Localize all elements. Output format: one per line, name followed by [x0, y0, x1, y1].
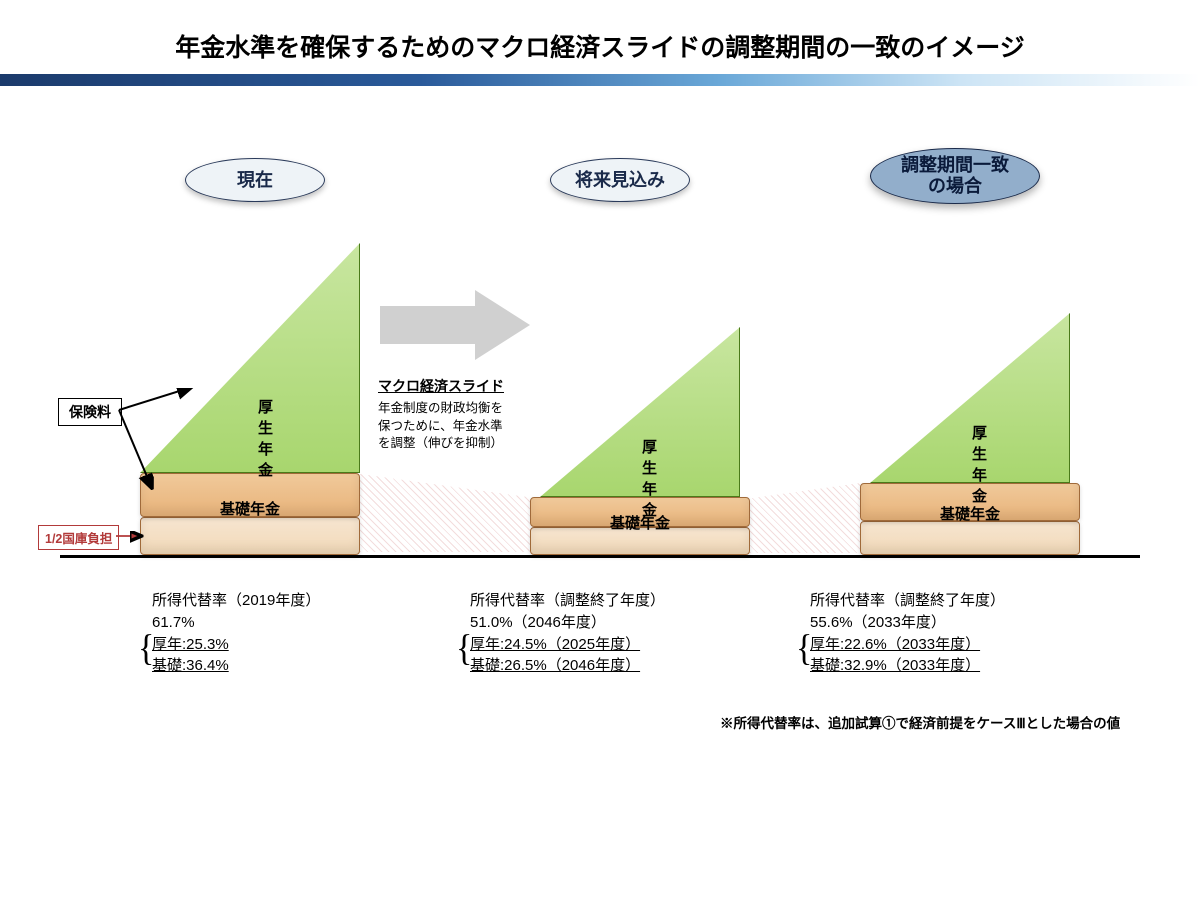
details-A-total: 61.7%	[152, 612, 320, 634]
details-C: 所得代替率（調整終了年度） 55.6%（2033年度） 厚年:22.6%（203…	[810, 590, 1005, 677]
details-A-konen: 厚年:25.3%	[152, 636, 229, 653]
kosei-triangle-B	[540, 327, 740, 497]
hokenryo-arrow-icon	[115, 388, 205, 498]
diagram-stage: 基礎年金 厚生年金 基礎年金 厚生年金 基礎年金 厚生年金 現在 将来見込み 調…	[0, 120, 1200, 900]
pill-current: 現在	[185, 158, 325, 202]
transition-arrow-icon	[380, 290, 530, 360]
details-B-header: 所得代替率（調整終了年度）	[470, 590, 665, 612]
macro-slide-body: 年金制度の財政均衡を 保つために、年金水準 を調整（伸びを抑制）	[378, 400, 538, 453]
brace-B-icon: {	[456, 628, 472, 670]
details-B-konen: 厚年:24.5%（2025年度）	[470, 636, 640, 653]
details-C-kiso: 基礎:32.9%（2033年度）	[810, 657, 980, 674]
details-C-konen: 厚年:22.6%（2033年度）	[810, 636, 980, 653]
kokko-label: 1/2国庫負担	[38, 525, 119, 550]
details-B-total: 51.0%（2046年度）	[470, 612, 665, 634]
footnote: ※所得代替率は、追加試算①で経済前提をケースⅢとした場合の値	[720, 712, 1120, 732]
hatched-1	[360, 474, 530, 552]
details-C-header: 所得代替率（調整終了年度）	[810, 590, 1005, 612]
basic-label-C: 基礎年金	[860, 503, 1080, 524]
details-A: 所得代替率（2019年度） 61.7% 厚年:25.3% 基礎:36.4%	[152, 590, 320, 677]
details-B: 所得代替率（調整終了年度） 51.0%（2046年度） 厚年:24.5%（202…	[470, 590, 665, 677]
macro-slide-heading: マクロ経済スライド	[378, 376, 504, 396]
details-B-kiso: 基礎:26.5%（2046年度）	[470, 657, 640, 674]
basic-lower-C	[860, 521, 1080, 555]
basic-label-B: 基礎年金	[530, 512, 750, 533]
pill-aligned-text: 調整期間一致 の場合	[901, 155, 1009, 196]
kosei-label-B: 厚生年金	[642, 436, 657, 520]
basic-lower-A	[140, 517, 360, 555]
pill-aligned: 調整期間一致 の場合	[870, 148, 1040, 204]
hatched-2	[750, 483, 860, 553]
details-A-kiso: 基礎:36.4%	[152, 657, 229, 674]
details-C-total: 55.6%（2033年度）	[810, 612, 1005, 634]
kosei-triangle-C	[870, 313, 1070, 483]
page-title: 年金水準を確保するためのマクロ経済スライドの調整期間の一致のイメージ	[0, 0, 1200, 74]
basic-label-A: 基礎年金	[140, 498, 360, 519]
details-A-header: 所得代替率（2019年度）	[152, 590, 320, 612]
hokenryo-label: 保険料	[58, 398, 122, 426]
baseline	[60, 555, 1140, 558]
brace-A-icon: {	[138, 628, 154, 670]
kosei-label-C: 厚生年金	[972, 422, 987, 506]
brace-C-icon: {	[796, 628, 812, 670]
pill-future: 将来見込み	[550, 158, 690, 202]
kosei-label-A: 厚生年金	[258, 396, 273, 480]
kokko-arrow-icon	[116, 530, 146, 544]
title-gradient-bar	[0, 74, 1200, 86]
